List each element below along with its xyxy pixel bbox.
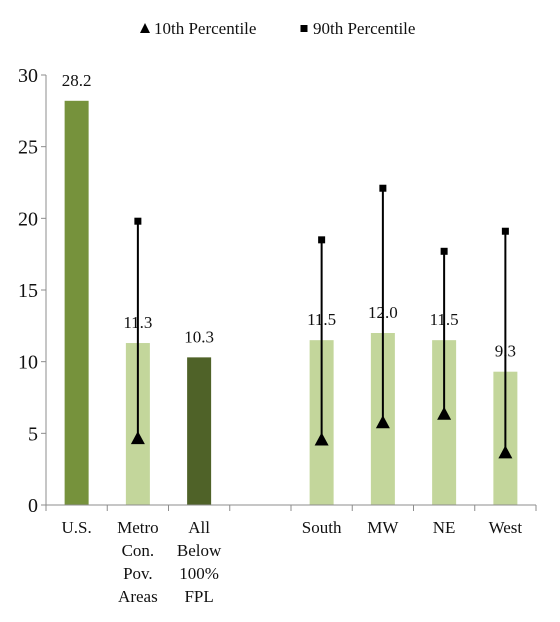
y-tick-label: 30 [18, 65, 38, 87]
x-axis: U.S. Metro Con. Pov. Areas All Below 100% FPL Sou… [45, 504, 537, 606]
legend-marker-triangle [140, 23, 150, 33]
bar [64, 100, 89, 506]
x-category-label: Pov. [123, 564, 153, 583]
x-category-label: Areas [118, 587, 158, 606]
y-tick-label: 10 [18, 352, 38, 374]
y-tick-label: 25 [18, 137, 38, 159]
p90-marker [134, 217, 142, 225]
legend-label: 10th Percentile [154, 19, 256, 38]
legend: 10th Percentile 90th Percentile [140, 19, 415, 38]
p90-marker [379, 184, 387, 192]
p10-marker [130, 431, 145, 445]
legend-marker-square [300, 25, 308, 32]
p10-marker [314, 432, 329, 446]
x-category-label: MW [367, 518, 399, 537]
y-axis: 0 5 10 15 20 25 30 [18, 65, 47, 517]
p10-marker [437, 406, 452, 420]
x-category-label: All [188, 518, 210, 537]
data-label: 28.2 [62, 71, 92, 90]
x-category-label: Below [177, 541, 222, 560]
bar [187, 357, 212, 505]
p10-marker [375, 415, 390, 429]
bars: 28.211.310.311.5 12.0 11.59.3 [62, 71, 518, 506]
data-label: 10.3 [184, 327, 214, 346]
p90-marker [318, 236, 326, 244]
x-category-label: FPL [184, 587, 213, 606]
y-tick-label: 15 [18, 280, 38, 302]
y-tick-label: 0 [28, 495, 38, 517]
x-category-label: Metro [117, 518, 159, 537]
x-category-label: NE [433, 518, 456, 537]
x-category-label: South [302, 518, 342, 537]
x-category-label: U.S. [62, 518, 92, 537]
legend-label: 90th Percentile [313, 19, 415, 38]
percentile-whiskers [130, 184, 513, 459]
x-category-label: Con. [122, 541, 155, 560]
y-tick-label: 20 [18, 208, 38, 230]
x-category-label: 100% [179, 564, 219, 583]
x-category-label: West [489, 518, 523, 537]
p90-marker [501, 227, 509, 235]
y-tick-label: 5 [28, 423, 38, 445]
p90-marker [440, 247, 448, 255]
p10-marker [498, 445, 513, 459]
